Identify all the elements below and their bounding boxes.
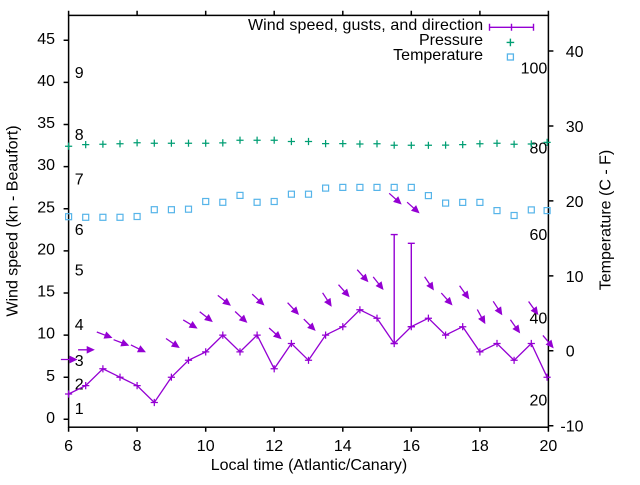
svg-text:Local time (Atlantic/Canary): Local time (Atlantic/Canary) <box>211 457 408 474</box>
svg-text:-10: -10 <box>560 419 583 436</box>
svg-text:8: 8 <box>75 127 84 144</box>
svg-text:100: 100 <box>521 61 548 78</box>
svg-text:Pressure: Pressure <box>419 32 483 49</box>
svg-text:25: 25 <box>37 199 55 216</box>
svg-text:20: 20 <box>37 242 55 259</box>
svg-text:1: 1 <box>75 401 84 418</box>
svg-text:Wind speed, gusts, and directi: Wind speed, gusts, and direction <box>248 17 483 34</box>
svg-text:40: 40 <box>566 44 584 61</box>
svg-text:6: 6 <box>75 222 84 239</box>
svg-text:16: 16 <box>402 438 420 455</box>
svg-text:14: 14 <box>334 438 352 455</box>
svg-text:40: 40 <box>37 73 55 90</box>
svg-text:2: 2 <box>75 377 84 394</box>
svg-text:Temperature (C - F): Temperature (C - F) <box>598 150 615 290</box>
svg-text:20: 20 <box>530 393 548 410</box>
svg-text:10: 10 <box>37 326 55 343</box>
svg-text:5: 5 <box>46 368 55 385</box>
svg-text:4: 4 <box>75 317 84 334</box>
svg-text:40: 40 <box>530 310 548 327</box>
svg-text:9: 9 <box>75 65 84 82</box>
svg-text:Temperature: Temperature <box>393 47 483 64</box>
svg-text:5: 5 <box>75 262 84 279</box>
svg-text:8: 8 <box>133 438 142 455</box>
svg-text:10: 10 <box>566 269 584 286</box>
svg-text:12: 12 <box>265 438 283 455</box>
svg-text:30: 30 <box>566 119 584 136</box>
svg-text:30: 30 <box>37 157 55 174</box>
svg-text:3: 3 <box>75 353 84 370</box>
svg-text:10: 10 <box>197 438 215 455</box>
svg-text:20: 20 <box>566 194 584 211</box>
svg-text:0: 0 <box>566 344 575 361</box>
svg-text:80: 80 <box>530 141 548 158</box>
svg-text:60: 60 <box>530 227 548 244</box>
svg-text:18: 18 <box>471 438 489 455</box>
svg-text:0: 0 <box>46 410 55 427</box>
svg-text:20: 20 <box>540 438 558 455</box>
svg-text:Wind speed (kn - Beaufort): Wind speed (kn - Beaufort) <box>5 125 22 316</box>
svg-text:6: 6 <box>64 438 73 455</box>
svg-text:45: 45 <box>37 31 55 48</box>
svg-text:7: 7 <box>75 171 84 188</box>
svg-text:35: 35 <box>37 115 55 132</box>
svg-text:15: 15 <box>37 284 55 301</box>
